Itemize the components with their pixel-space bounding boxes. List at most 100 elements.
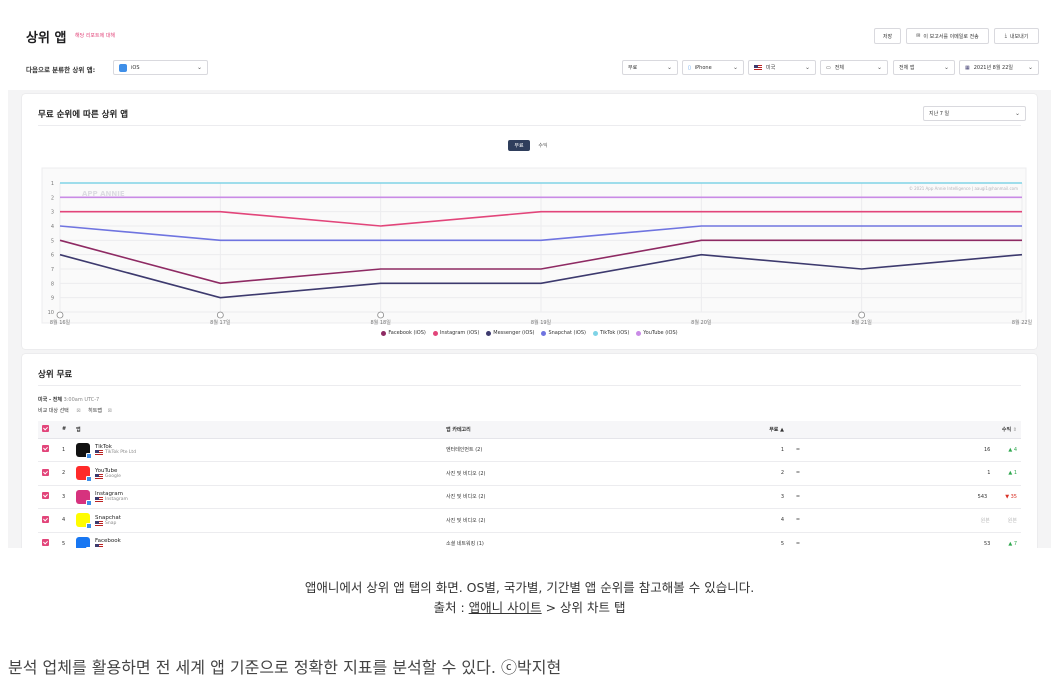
- legend-item[interactable]: Messenger (iOS): [486, 330, 534, 336]
- row-checkbox[interactable]: [38, 508, 58, 533]
- legend-item[interactable]: YouTube (iOS): [636, 330, 678, 336]
- col-revenue[interactable]: 수익 ⇕: [808, 421, 1021, 439]
- app-type-select[interactable]: 전체 앱 ⌄: [893, 60, 955, 75]
- legend-item[interactable]: TikTok (iOS): [592, 330, 630, 336]
- row-app[interactable]: YouTube Google: [72, 461, 442, 486]
- os-value: iOS: [131, 64, 140, 71]
- row-free-rank: 3: [608, 485, 788, 509]
- top-bar: 상위 앱 해당 리포트에 대해 저장 ✉ 이 보고서를 이메일로 전송 ⤓ 내보내기…: [8, 8, 1051, 90]
- row-app[interactable]: Snapchat Snap: [72, 508, 442, 533]
- row-checkbox[interactable]: [38, 485, 58, 509]
- legend-swatch: [381, 330, 387, 336]
- annotation-marker: [377, 311, 385, 319]
- legend-item[interactable]: Instagram (iOS): [432, 330, 479, 336]
- os-select[interactable]: iOS ⌄: [113, 60, 208, 75]
- app-cell: TikTok TikTok Pte Ltd: [76, 442, 438, 459]
- top-free-table: # 앱 앱 카테고리 무료 ▲ 수익 ⇕ 1 TikTok TikTok Pte L…: [38, 421, 1021, 548]
- chart-panel-title: 무료 순위에 따른 상위 앱: [38, 110, 129, 120]
- page-title: 상위 앱: [26, 31, 67, 46]
- compare-select[interactable]: 비교 대상 선택: [38, 408, 69, 414]
- export-label: 내보내기: [1009, 33, 1029, 40]
- table-panel-title: 상위 무료: [38, 370, 73, 380]
- col-app[interactable]: 앱: [72, 421, 442, 439]
- export-button[interactable]: ⤓ 내보내기: [994, 28, 1039, 44]
- app-publisher: Instagram: [105, 497, 128, 503]
- chart-legend: Facebook (iOS) Instagram (iOS) Messenger (…: [22, 330, 1037, 336]
- checkbox-icon: [42, 515, 49, 523]
- youtube-icon: [76, 466, 92, 483]
- copyright-note: © 2021 App Annie Intelligence | aaugi1@h…: [909, 186, 1018, 191]
- row-free-change: =: [788, 508, 808, 533]
- checkbox-icon: [42, 539, 49, 547]
- table-row[interactable]: 1 TikTok TikTok Pte Ltd 엔터테인먼트 (2) 1 = 16 ▲ 4: [38, 438, 1021, 462]
- category-select[interactable]: ▭ 전체 ⌄: [820, 60, 888, 75]
- toggle-switch[interactable]: ⊠: [76, 408, 81, 414]
- row-checkbox[interactable]: [38, 438, 58, 462]
- row-app[interactable]: TikTok TikTok Pte Ltd: [72, 438, 442, 462]
- table-row[interactable]: 3 Instagram Instagram 사진 및 비디오 (2) 3 = 543 ▼ 35: [38, 485, 1021, 509]
- row-category: 소셜 네트워킹 (1): [442, 532, 608, 548]
- toggle-revenue[interactable]: 수익: [538, 143, 548, 149]
- select-all-checkbox[interactable]: [38, 421, 58, 439]
- device-select[interactable]: ▯ iPhone ⌄: [682, 60, 744, 75]
- caption-line-2: 출처 : 앱애니 사이트 > 상위 차트 탭: [0, 598, 1059, 618]
- sort-up-icon: ▲: [780, 426, 784, 433]
- app-name[interactable]: Facebook: [95, 538, 121, 545]
- toggle-free[interactable]: 무료: [508, 140, 530, 151]
- y-tick-label: 8: [51, 281, 54, 287]
- row-app[interactable]: Facebook: [72, 532, 442, 548]
- legend-label: Messenger (iOS): [493, 330, 535, 336]
- source-link[interactable]: 앱애니 사이트: [468, 600, 542, 615]
- folder-icon: ▭: [826, 64, 831, 71]
- heatmap-toggle[interactable]: 히트맵: [88, 408, 102, 414]
- y-tick-label: 4: [51, 224, 54, 230]
- legend-swatch: [541, 330, 547, 336]
- row-checkbox[interactable]: [38, 461, 58, 486]
- date-select[interactable]: ▦ 2021년 8월 22일 ⌄: [959, 60, 1039, 75]
- y-tick-label: 5: [51, 238, 54, 244]
- about-report-link[interactable]: 해당 리포트에 대해: [75, 33, 115, 39]
- email-report-button[interactable]: ✉ 이 보고서를 이메일로 전송: [906, 28, 989, 44]
- us-flag-icon: [95, 450, 103, 456]
- table-row[interactable]: 4 Snapchat Snap 사진 및 비디오 (2) 4 = 원본 원본: [38, 508, 1021, 533]
- line-chart: 1 2 3 4 5 6 7 8 9 10 8월 16일 8월 17일 8월 18일 8월 19일 8월 20…: [41, 167, 1033, 326]
- table-row[interactable]: 2 YouTube Google 사진 및 비디오 (2) 2 = 1 ▲ 1: [38, 461, 1021, 486]
- row-free-change: =: [788, 485, 808, 509]
- country-select[interactable]: 미국 ⌄: [748, 60, 816, 75]
- app-name[interactable]: Snapchat: [95, 514, 121, 521]
- row-checkbox[interactable]: [38, 532, 58, 548]
- panel-divider: [38, 125, 1021, 126]
- price-select[interactable]: 무료 ⌄: [622, 60, 678, 75]
- row-app[interactable]: Instagram Instagram: [72, 485, 442, 509]
- legend-swatch: [486, 330, 492, 336]
- row-category: 사진 및 비디오 (2): [442, 485, 608, 509]
- legend-label: TikTok (iOS): [599, 330, 630, 336]
- app-name[interactable]: TikTok: [95, 444, 112, 451]
- save-button[interactable]: 저장: [874, 28, 901, 44]
- row-free-rank: 1: [608, 438, 788, 462]
- revenue-change: ▼ 35: [1005, 493, 1017, 500]
- caption-source-suffix: > 상위 차트 탭: [541, 600, 626, 615]
- row-revenue: 53 ▲ 7: [808, 532, 1021, 548]
- calendar-icon: ▦: [965, 64, 970, 71]
- y-tick-label: 3: [51, 210, 54, 216]
- app-name[interactable]: YouTube: [95, 467, 118, 474]
- col-free[interactable]: 무료 ▲: [608, 421, 788, 439]
- legend-item[interactable]: Snapchat (iOS): [541, 330, 586, 336]
- col-category[interactable]: 앱 카테고리: [442, 421, 608, 439]
- row-category: 사진 및 비디오 (2): [442, 461, 608, 486]
- y-tick-label: 1: [51, 181, 54, 187]
- x-tick-label: 8월 21일: [851, 319, 872, 326]
- ios-icon: [86, 476, 92, 483]
- range-select[interactable]: 지난 7 일 ⌄: [923, 106, 1026, 121]
- toggle-switch[interactable]: ⊠: [107, 408, 112, 414]
- table-row[interactable]: 5 Facebook 소셜 네트워킹 (1) 5 = 53 ▲ 7: [38, 532, 1021, 548]
- col-rank[interactable]: #: [58, 421, 72, 439]
- legend-item[interactable]: Facebook (iOS): [381, 330, 426, 336]
- checkbox-icon: [42, 468, 49, 476]
- chevron-down-icon: ⌄: [1027, 64, 1033, 71]
- app-publisher: Google: [105, 473, 121, 479]
- app-publisher-line: Google: [95, 473, 121, 479]
- app-name[interactable]: Instagram: [95, 491, 123, 498]
- row-rank: 2: [58, 461, 72, 486]
